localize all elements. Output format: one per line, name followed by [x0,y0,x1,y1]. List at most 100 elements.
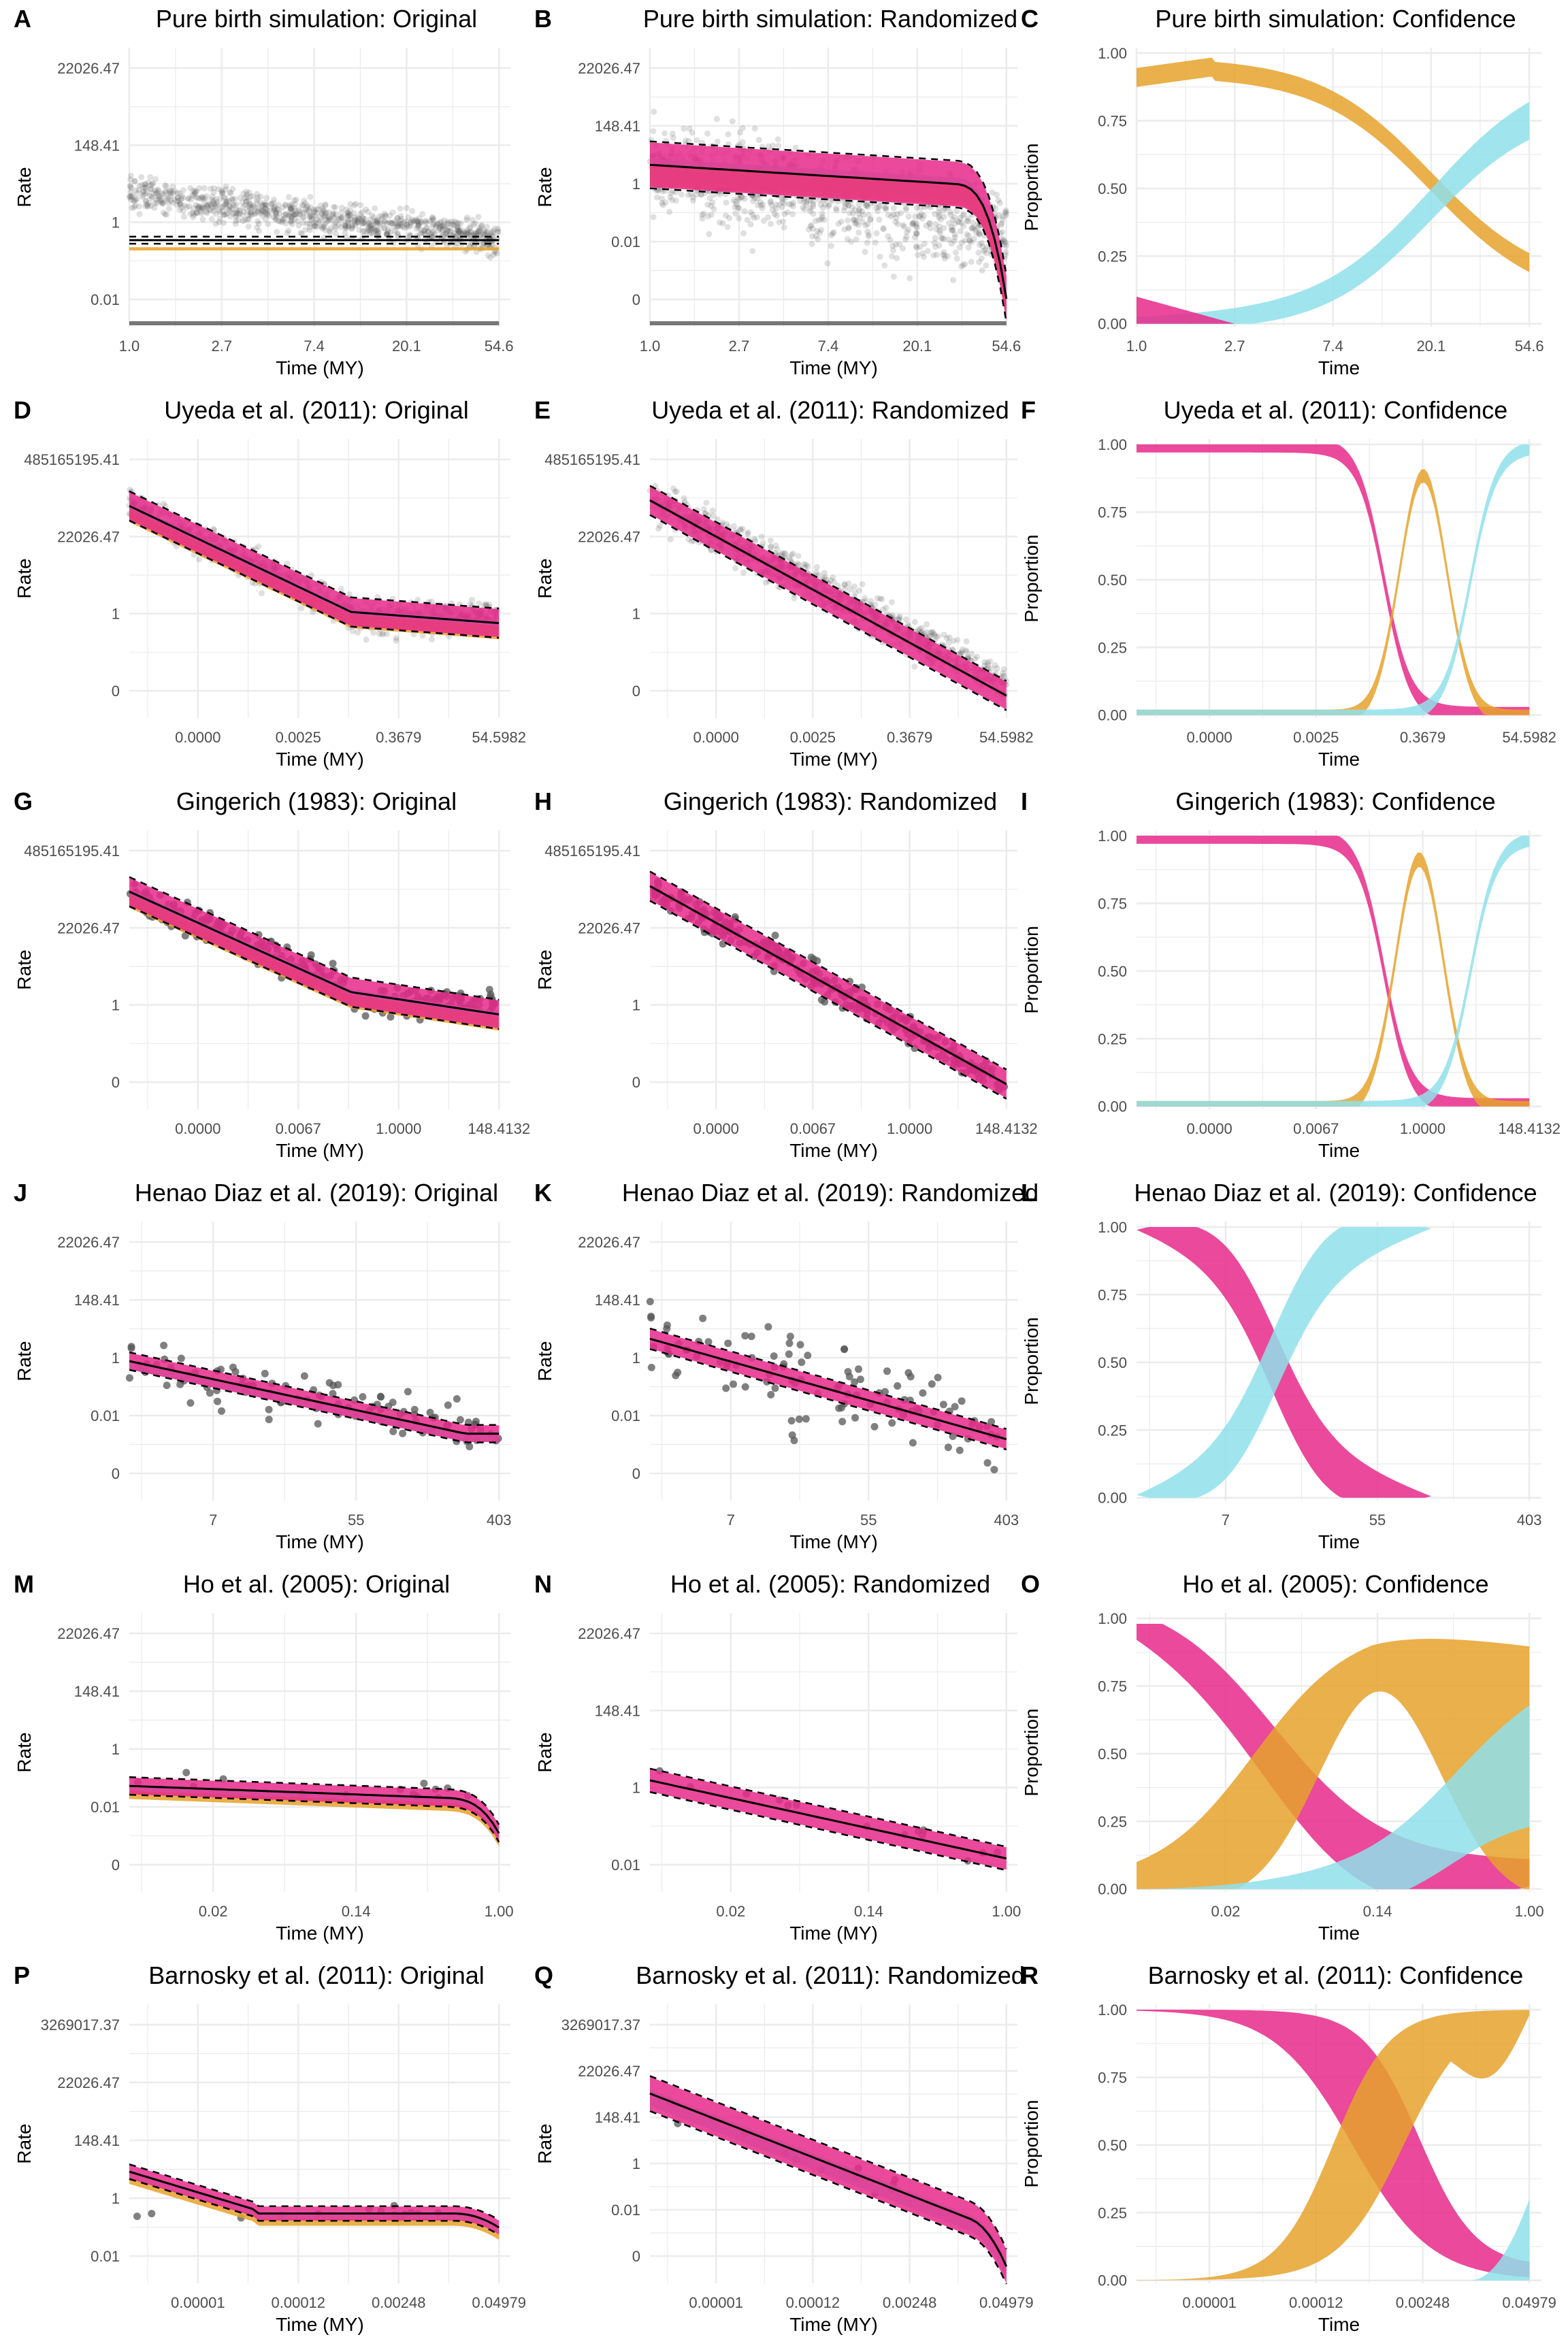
x-tick-label: 7 [1222,1512,1230,1529]
data-point [956,1446,964,1454]
data-point [964,231,970,238]
data-point [667,194,674,201]
data-point [263,209,270,216]
data-point [892,241,899,248]
data-point [804,1352,812,1360]
data-point [976,229,983,236]
x-axis-label: Time (MY) [789,357,878,378]
data-point [276,210,282,217]
data-point [248,201,255,208]
data-point [259,208,265,214]
data-point [430,229,437,235]
data-point [913,229,919,236]
data-point [807,197,814,204]
data-point [689,129,696,136]
data-point [377,222,384,229]
data-point [395,215,401,222]
x-axis-label: Time [1318,749,1360,770]
data-point [287,206,294,213]
data-point [427,231,434,238]
data-point [845,202,852,209]
data-point [393,637,399,644]
data-point [163,189,169,196]
data-point [951,214,958,220]
y-tick-label: 0.01 [611,2202,640,2219]
data-point [133,196,140,203]
data-point [262,205,269,212]
data-point [398,216,405,223]
data-point [851,1414,859,1422]
data-point [962,238,968,244]
data-point [300,1372,308,1380]
data-point [960,212,966,219]
x-axis-label: Time (MY) [276,357,364,378]
data-point [770,1352,778,1360]
panel-title: Gingerich (1983): Randomized [664,787,997,815]
panel-letter: O [1021,1570,1040,1598]
data-point [125,1374,133,1382]
data-point [842,585,848,592]
data-point [329,960,337,968]
data-point [427,218,434,224]
data-point [741,1383,749,1391]
data-point [380,225,387,231]
data-point [962,261,968,267]
data-point [397,206,404,212]
data-point [495,228,502,235]
band-orange [129,247,500,250]
data-point [466,231,473,238]
data-point [235,207,242,214]
data-point [970,224,977,231]
data-point [230,210,237,217]
data-point [375,228,382,235]
data-point [843,201,849,208]
data-point [820,204,826,211]
data-point [747,1333,755,1341]
data-point [438,223,444,229]
data-point [819,210,826,217]
x-axis-label: Time (MY) [276,749,364,770]
data-point [855,229,862,236]
panel-M: M Ho et al. (2005): Original22026.47148.4… [14,1570,514,1944]
data-point [790,1437,798,1445]
data-point [414,222,421,229]
x-tick-label: 0.04979 [472,2294,526,2311]
data-point [796,1341,804,1349]
data-point [365,219,372,226]
data-point [401,225,408,231]
data-point [966,237,973,244]
x-tick-label: 0.04979 [979,2294,1034,2311]
data-point [826,201,832,208]
data-point [422,231,429,238]
data-point [338,586,344,592]
data-point [395,223,402,229]
data-point [983,250,990,257]
data-point [655,187,662,194]
data-point [276,207,282,214]
data-point [229,186,236,193]
data-point [704,213,711,220]
data-point [145,179,152,186]
data-point [160,191,167,197]
data-point [377,1393,385,1401]
data-point [171,196,178,203]
data-point [670,485,676,492]
data-point [924,248,931,255]
data-point [193,210,199,216]
data-point [868,598,874,604]
data-point [480,240,487,247]
data-point [178,196,184,202]
data-point [197,205,203,212]
data-point [755,137,762,144]
data-point [308,215,315,222]
data-point [154,186,161,193]
data-point [190,187,197,194]
data-point [775,142,782,149]
data-point [450,220,456,227]
data-point [439,229,446,235]
panel-A: A Pure birth simulation: Original22026.47… [14,5,514,378]
data-point [418,218,425,225]
data-point [128,184,135,191]
panel-title: Henao Diaz et al. (2019): Confidence [1134,1179,1537,1207]
data-point [357,201,364,208]
